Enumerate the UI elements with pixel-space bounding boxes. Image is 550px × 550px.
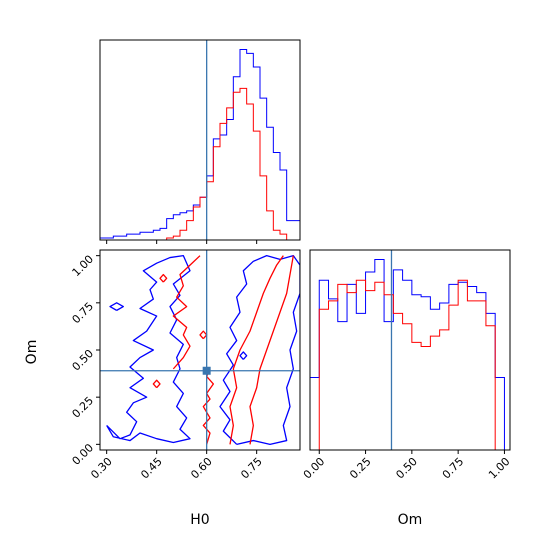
contour-series_a	[219, 255, 300, 445]
om-hist-x-tick-label: 0.00	[301, 455, 328, 482]
histogram-h0-series_a	[99, 49, 301, 240]
x-axis-label-om: Om	[398, 512, 423, 528]
histogram-h0-series_b	[100, 87, 300, 241]
contour-h0-om-panel: 0.30 0.45 0.60 0.75 0.00 0.25 0.50 0.75 1.00	[70, 249, 301, 482]
contour-series_b	[172, 255, 201, 370]
om-hist-x-tick-label: 0.75	[440, 455, 467, 482]
contour-frame	[99, 249, 301, 451]
om-hist-x-tick-label: 0.50	[393, 455, 420, 482]
contour-y-tick-label: 1.00	[70, 253, 97, 280]
contour-series_a	[239, 351, 248, 360]
contour-series_b	[199, 330, 208, 340]
contour-y-tick-label: 0.25	[70, 394, 97, 421]
histogram-h0-panel	[99, 39, 301, 244]
histogram-h0-frame	[99, 39, 301, 241]
truth-marker	[202, 366, 211, 375]
contour-y-tick-label: 0.75	[70, 300, 97, 327]
contour-series_b	[159, 273, 168, 283]
contour-series_b	[202, 368, 214, 445]
contour-x-tick-label: 0.30	[88, 455, 115, 482]
contour-series_b	[152, 379, 161, 389]
x-axis-label-h0: H0	[190, 512, 209, 528]
y-axis-label-om: Om	[24, 340, 40, 365]
contour-x-tick-label: 0.75	[238, 455, 265, 482]
contour-lines	[106, 255, 300, 445]
om-hist-x-tick-label: 0.25	[347, 455, 374, 482]
contour-y-tick-label: 0.50	[70, 347, 97, 374]
contour-x-tick-label: 0.60	[188, 455, 215, 482]
contour-series_a	[109, 302, 124, 311]
histogram-om-frame	[309, 249, 511, 451]
contour-y-tick-label: 0.00	[70, 441, 97, 468]
histogram-om-series_a	[309, 259, 505, 450]
contour-x-tick-label: 0.45	[138, 455, 165, 482]
histogram-om-series_b	[310, 279, 505, 451]
contour-series_a	[106, 255, 191, 444]
histogram-om-panel: 0.00 0.25 0.50 0.75 1.00	[301, 249, 513, 482]
contour-series_b	[249, 255, 294, 445]
contour-series_b	[229, 255, 284, 445]
om-hist-x-tick-label: 1.00	[486, 455, 513, 482]
